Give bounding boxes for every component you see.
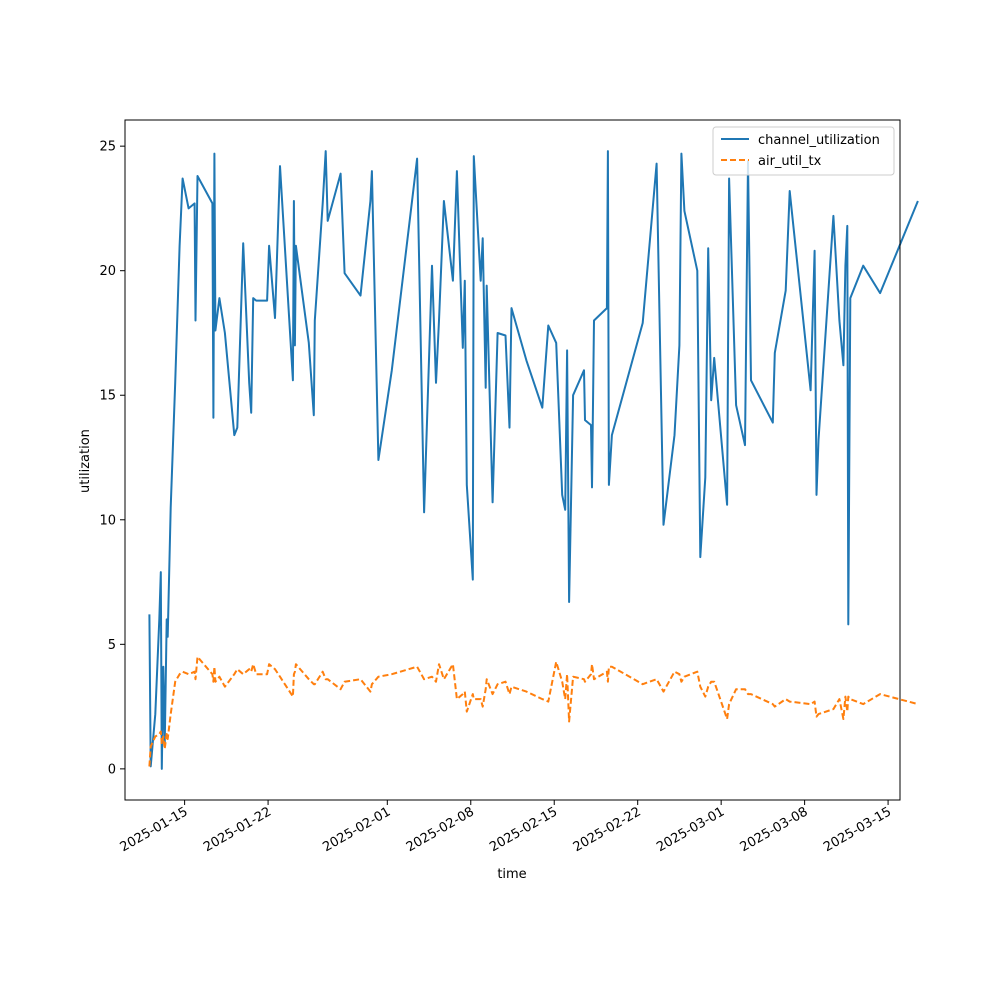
y-tick-label: 20 bbox=[99, 264, 116, 279]
y-axis: 0 5 10 15 20 25 bbox=[99, 140, 125, 777]
y-tick-label: 0 bbox=[108, 762, 116, 777]
series-line-channel-utilization bbox=[148, 150, 919, 770]
legend-box bbox=[712, 126, 895, 176]
y-tick-label: 25 bbox=[99, 140, 116, 155]
y-tick-label: 15 bbox=[99, 389, 116, 404]
legend-label-air-util-tx: air_util_tx bbox=[758, 154, 822, 169]
plot-area bbox=[148, 150, 919, 770]
y-axis-label: utilization bbox=[78, 429, 93, 493]
legend-label-channel-utilization: channel_utilization bbox=[758, 133, 880, 148]
axes-frame bbox=[124, 119, 901, 801]
x-axis-label: time bbox=[497, 867, 526, 882]
y-tick-label: 5 bbox=[108, 638, 116, 653]
y-tick-label: 10 bbox=[99, 513, 116, 528]
legend: channel_utilization air_util_tx bbox=[712, 126, 895, 176]
